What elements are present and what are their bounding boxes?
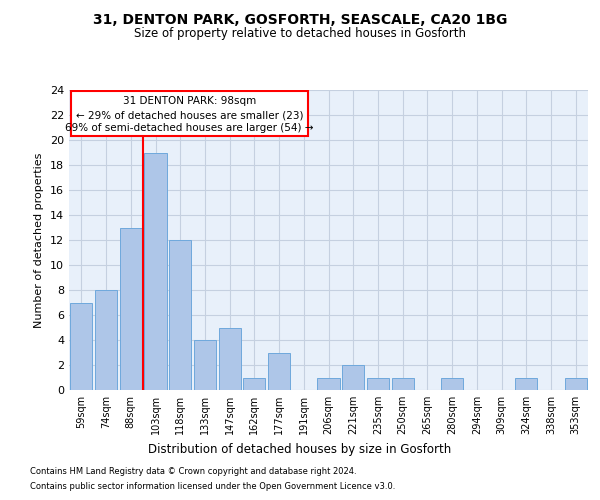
Bar bbox=[392, 378, 414, 390]
Bar bbox=[515, 378, 538, 390]
Bar bbox=[342, 365, 364, 390]
Bar bbox=[169, 240, 191, 390]
Text: 31, DENTON PARK, GOSFORTH, SEASCALE, CA20 1BG: 31, DENTON PARK, GOSFORTH, SEASCALE, CA2… bbox=[93, 12, 507, 26]
Bar bbox=[317, 378, 340, 390]
Bar bbox=[194, 340, 216, 390]
FancyBboxPatch shape bbox=[71, 91, 308, 136]
Bar bbox=[119, 228, 142, 390]
Text: Distribution of detached houses by size in Gosforth: Distribution of detached houses by size … bbox=[148, 442, 452, 456]
Bar bbox=[218, 328, 241, 390]
Bar bbox=[145, 152, 167, 390]
Bar bbox=[95, 290, 117, 390]
Text: Contains HM Land Registry data © Crown copyright and database right 2024.: Contains HM Land Registry data © Crown c… bbox=[30, 467, 356, 476]
Bar bbox=[441, 378, 463, 390]
Bar bbox=[70, 302, 92, 390]
Bar bbox=[243, 378, 265, 390]
Text: Contains public sector information licensed under the Open Government Licence v3: Contains public sector information licen… bbox=[30, 482, 395, 491]
Text: ← 29% of detached houses are smaller (23): ← 29% of detached houses are smaller (23… bbox=[76, 110, 304, 120]
Y-axis label: Number of detached properties: Number of detached properties bbox=[34, 152, 44, 328]
Text: 69% of semi-detached houses are larger (54) →: 69% of semi-detached houses are larger (… bbox=[65, 123, 314, 133]
Text: Size of property relative to detached houses in Gosforth: Size of property relative to detached ho… bbox=[134, 28, 466, 40]
Bar bbox=[268, 352, 290, 390]
Bar bbox=[367, 378, 389, 390]
Text: 31 DENTON PARK: 98sqm: 31 DENTON PARK: 98sqm bbox=[123, 96, 256, 106]
Bar bbox=[565, 378, 587, 390]
